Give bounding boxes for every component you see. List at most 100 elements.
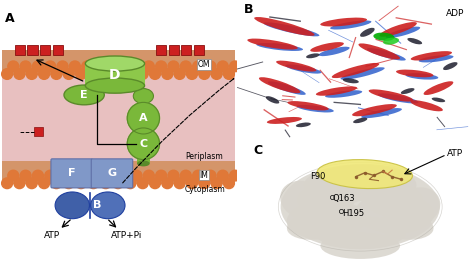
Ellipse shape <box>320 233 400 259</box>
Text: Cytoplasm: Cytoplasm <box>185 185 226 194</box>
Ellipse shape <box>296 122 311 127</box>
Circle shape <box>168 170 179 181</box>
Text: C: C <box>139 139 147 149</box>
Circle shape <box>211 69 222 79</box>
Circle shape <box>100 69 111 79</box>
Ellipse shape <box>325 90 362 98</box>
FancyBboxPatch shape <box>51 159 92 188</box>
Circle shape <box>69 170 81 181</box>
Ellipse shape <box>378 93 419 103</box>
Text: F: F <box>68 168 75 178</box>
Ellipse shape <box>285 64 321 74</box>
Ellipse shape <box>424 81 453 95</box>
Ellipse shape <box>309 164 411 197</box>
Circle shape <box>125 69 136 79</box>
Circle shape <box>168 61 179 72</box>
Ellipse shape <box>297 105 334 112</box>
Ellipse shape <box>256 43 303 51</box>
Circle shape <box>45 170 56 181</box>
Circle shape <box>32 61 44 72</box>
Ellipse shape <box>315 217 406 249</box>
Text: OM: OM <box>198 60 210 69</box>
Ellipse shape <box>410 51 452 60</box>
Bar <box>2 50 235 75</box>
Circle shape <box>112 69 123 79</box>
Circle shape <box>162 69 173 79</box>
Circle shape <box>217 170 228 181</box>
Circle shape <box>199 178 210 188</box>
Ellipse shape <box>332 63 379 78</box>
Circle shape <box>211 178 222 188</box>
Ellipse shape <box>254 17 315 36</box>
Ellipse shape <box>281 164 440 249</box>
Ellipse shape <box>316 86 357 96</box>
Circle shape <box>224 178 234 188</box>
FancyBboxPatch shape <box>40 45 50 55</box>
Ellipse shape <box>380 22 417 37</box>
FancyBboxPatch shape <box>194 45 204 55</box>
Ellipse shape <box>419 55 454 63</box>
Ellipse shape <box>268 81 306 95</box>
Circle shape <box>125 178 136 188</box>
Circle shape <box>27 69 37 79</box>
Circle shape <box>1 69 12 79</box>
Ellipse shape <box>267 117 302 124</box>
Ellipse shape <box>349 170 417 204</box>
Circle shape <box>199 69 210 79</box>
Circle shape <box>88 178 99 188</box>
FancyBboxPatch shape <box>34 128 43 136</box>
Bar <box>137 143 150 163</box>
Ellipse shape <box>366 184 423 217</box>
Circle shape <box>94 61 105 72</box>
Circle shape <box>150 69 160 79</box>
Ellipse shape <box>343 78 359 83</box>
Circle shape <box>217 61 228 72</box>
Circle shape <box>63 178 74 188</box>
Circle shape <box>155 61 167 72</box>
Circle shape <box>112 178 123 188</box>
Circle shape <box>180 170 191 181</box>
Circle shape <box>193 170 204 181</box>
Circle shape <box>229 61 240 72</box>
Ellipse shape <box>259 77 301 93</box>
Circle shape <box>174 69 185 79</box>
Circle shape <box>162 178 173 188</box>
Circle shape <box>106 61 117 72</box>
FancyBboxPatch shape <box>27 45 38 55</box>
Text: IM: IM <box>200 171 208 180</box>
Ellipse shape <box>330 20 372 29</box>
FancyBboxPatch shape <box>91 159 133 188</box>
Bar <box>85 64 145 86</box>
Circle shape <box>118 61 130 72</box>
Circle shape <box>82 170 92 181</box>
Circle shape <box>20 61 31 72</box>
Ellipse shape <box>55 192 90 219</box>
Circle shape <box>76 69 86 79</box>
Text: ADP: ADP <box>446 9 465 18</box>
Text: ATP+Pi: ATP+Pi <box>111 231 143 240</box>
Circle shape <box>100 178 111 188</box>
Ellipse shape <box>407 38 422 44</box>
Text: A: A <box>139 113 148 123</box>
Circle shape <box>14 69 25 79</box>
Ellipse shape <box>352 104 397 116</box>
Text: H195: H195 <box>342 209 364 218</box>
Circle shape <box>137 69 148 79</box>
Circle shape <box>63 69 74 79</box>
Bar <box>2 50 235 184</box>
Circle shape <box>8 61 19 72</box>
Circle shape <box>39 69 50 79</box>
Text: F90: F90 <box>310 172 326 181</box>
Ellipse shape <box>367 48 406 61</box>
FancyBboxPatch shape <box>15 45 26 55</box>
Ellipse shape <box>443 62 457 70</box>
Ellipse shape <box>310 42 344 52</box>
Ellipse shape <box>394 187 440 226</box>
Text: E: E <box>80 90 88 100</box>
Circle shape <box>150 178 160 188</box>
Ellipse shape <box>378 213 434 240</box>
Text: B: B <box>93 200 101 210</box>
Ellipse shape <box>287 101 329 110</box>
Ellipse shape <box>64 85 104 105</box>
Ellipse shape <box>361 108 402 118</box>
